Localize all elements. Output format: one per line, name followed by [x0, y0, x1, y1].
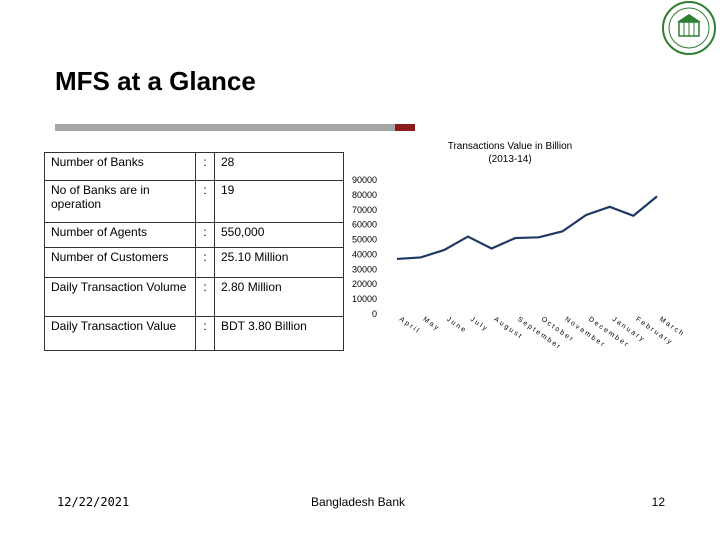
table-row: Number of Agents:550,000	[44, 222, 344, 248]
table-cell: Daily Transaction Volume	[44, 277, 196, 317]
table-cell: :	[195, 222, 215, 248]
table-row: No of Banks are in operation:19	[44, 180, 344, 223]
y-tick-label: 40000	[352, 249, 377, 259]
table-row: Number of Customers:25.10 Million	[44, 247, 344, 278]
table-cell: Number of Agents	[44, 222, 196, 248]
table-cell: :	[195, 152, 215, 181]
table-cell: 19	[214, 180, 344, 223]
x-tick-label: October	[540, 316, 576, 344]
table-row: Number of Banks:28	[44, 152, 344, 181]
table-cell: :	[195, 247, 215, 278]
footer-date: 12/22/2021	[57, 495, 130, 509]
x-tick-label: November	[563, 316, 607, 349]
chart-title: Transactions Value in Billion (2013-14)	[447, 141, 573, 165]
x-tick-label: June	[445, 316, 468, 335]
stats-table: Number of Banks:28 No of Banks are in ope…	[44, 152, 344, 351]
y-tick-label: 10000	[352, 294, 377, 304]
table-cell: :	[195, 277, 215, 317]
x-tick-label: February	[634, 316, 674, 347]
x-tick-label: December	[587, 316, 631, 349]
x-tick-label: May	[421, 316, 441, 333]
table-cell: :	[195, 316, 215, 351]
y-tick-label: 90000	[352, 175, 377, 185]
table-row: Daily Transaction Value: BDT 3.80 Billion	[44, 316, 344, 351]
x-tick-label: September	[516, 316, 563, 352]
table-cell: Number of Customers	[44, 247, 196, 278]
table-cell: No of Banks are in operation	[44, 180, 196, 223]
y-tick-label: 20000	[352, 279, 377, 289]
y-tick-label: 0	[372, 309, 377, 319]
x-tick-label: March	[658, 316, 686, 339]
table-cell: Daily Transaction Value	[44, 316, 196, 351]
slide-title: MFS at a Glance	[55, 66, 256, 96]
y-tick-label: 70000	[352, 205, 377, 215]
x-tick-label: August	[492, 316, 524, 341]
x-tick-label: January	[611, 316, 647, 344]
x-tick-label: April	[398, 316, 422, 336]
title-rule-accent	[395, 124, 415, 131]
y-tick-label: 30000	[352, 264, 377, 274]
line-series	[396, 195, 658, 261]
table-cell: Number of Banks	[44, 152, 196, 181]
page-number: 12	[651, 495, 665, 509]
table-cell: BDT 3.80 Billion	[214, 316, 344, 351]
table-cell: 25.10 Million	[214, 247, 344, 278]
title-rule	[55, 124, 395, 131]
logo	[662, 1, 716, 55]
table-cell: :	[195, 180, 215, 223]
table-row: Daily Transaction Volume:2.80 Million	[44, 277, 344, 317]
x-tick-label: July	[469, 316, 490, 333]
y-tick-label: 50000	[352, 235, 377, 245]
y-tick-label: 80000	[352, 190, 377, 200]
table-cell: 550,000	[214, 222, 344, 248]
y-tick-label: 60000	[352, 220, 377, 230]
table-cell: 2.80 Million	[214, 277, 344, 317]
footer-organization: Bangladesh Bank	[310, 495, 406, 509]
table-cell: 28	[214, 152, 344, 181]
